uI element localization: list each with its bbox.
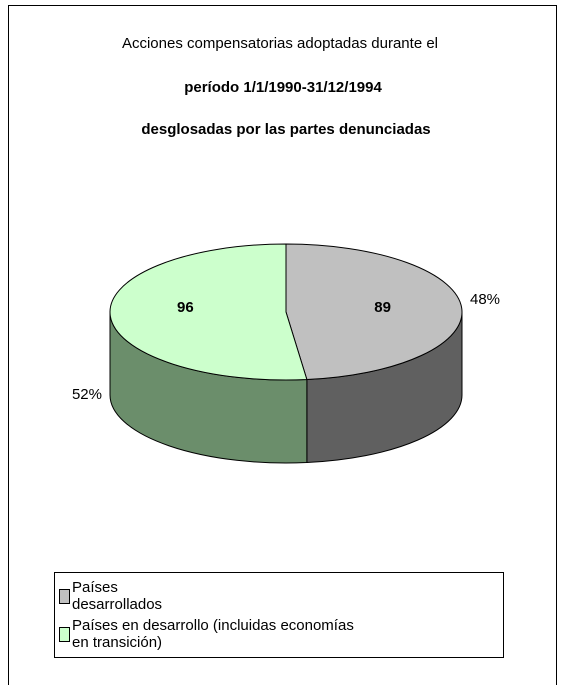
data-label: 96	[177, 299, 194, 316]
pie-slice	[285, 243, 463, 381]
data-label: 89	[374, 299, 391, 316]
legend-swatch	[59, 589, 70, 604]
chart-title: Acciones compensatorias adoptadas durant…	[122, 35, 438, 52]
chart-title: desglosadas por las partes denunciadas	[141, 121, 430, 138]
legend-swatch	[59, 627, 70, 642]
percent-label: 52%	[72, 386, 102, 403]
legend-label: Países desarrollados	[72, 579, 163, 613]
legend-entry: Países en desarrollo (incluidas economía…	[59, 617, 499, 651]
percent-label: 48%	[470, 291, 500, 308]
pie-slice	[109, 243, 308, 381]
chart-border	[8, 5, 557, 685]
chart-title: período 1/1/1990-31/12/1994	[184, 79, 382, 96]
legend-entry: Países desarrollados	[59, 579, 499, 613]
legend-label: Países en desarrollo (incluidas economía…	[72, 617, 354, 651]
legend: Países desarrollados Países en desarrollo…	[54, 572, 504, 658]
